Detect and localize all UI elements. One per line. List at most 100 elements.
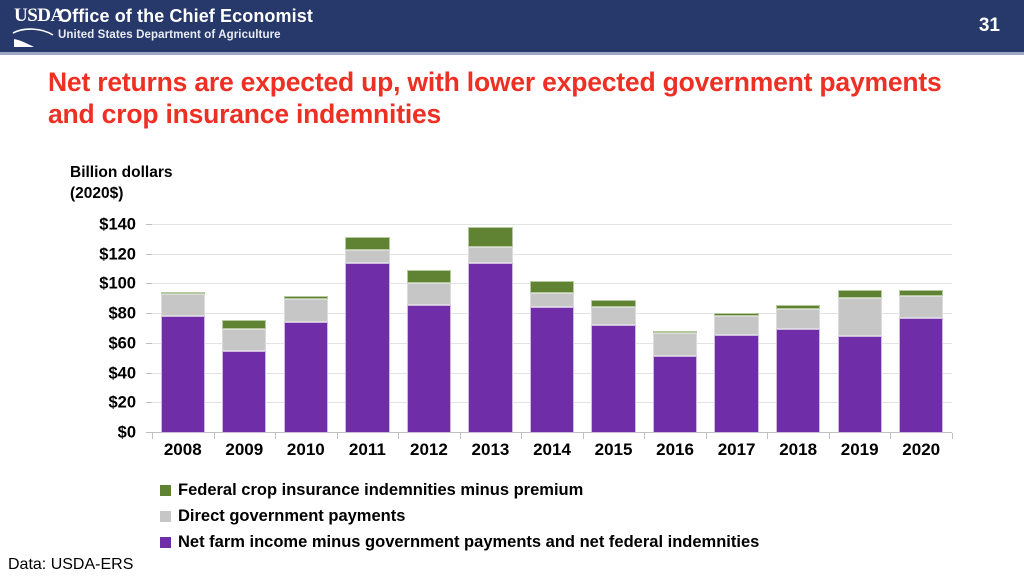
bar-segment[interactable] <box>345 236 390 250</box>
bar-segment[interactable] <box>899 317 944 433</box>
source-note: Data: USDA-ERS <box>8 556 134 573</box>
bar-segment[interactable] <box>776 304 821 309</box>
bar-segment[interactable] <box>776 329 821 433</box>
bar-segment[interactable] <box>222 329 267 351</box>
y-axis-tick-label: $100 <box>99 274 136 293</box>
bar-segment[interactable] <box>406 269 452 283</box>
y-axis-tickmark <box>146 253 152 255</box>
bar-group[interactable] <box>529 225 575 433</box>
legend-item[interactable]: Net farm income minus government payment… <box>160 530 920 554</box>
y-axis-tick-label: $60 <box>108 334 136 353</box>
x-axis-tick-label: 2009 <box>225 440 264 459</box>
bar-segment[interactable] <box>714 334 759 433</box>
bar-group[interactable] <box>652 225 698 433</box>
bar-segment[interactable] <box>345 249 390 263</box>
bar-segment[interactable] <box>714 313 759 317</box>
bar-segment[interactable] <box>468 227 513 247</box>
bar-group[interactable] <box>837 225 882 433</box>
bar-segment[interactable] <box>345 262 390 433</box>
bar-segment[interactable] <box>222 350 267 433</box>
bar-segment[interactable] <box>160 294 205 317</box>
usda-swoosh-icon <box>12 28 54 47</box>
legend-label: Federal crop insurance indemnities minus… <box>178 480 584 499</box>
x-axis-tickmark <box>521 433 523 439</box>
bar-segment[interactable] <box>899 289 944 296</box>
bar-segment[interactable] <box>591 307 636 326</box>
bar-segment[interactable] <box>529 292 575 307</box>
bar-group[interactable] <box>776 225 821 433</box>
x-axis-tickmark <box>890 433 892 439</box>
bar-segment[interactable] <box>468 262 513 433</box>
bar-group[interactable] <box>406 225 452 433</box>
bar-segment[interactable] <box>283 321 328 433</box>
chart-container: Billion dollars (2020$) $0 $20 $40 $60 $80 $1… <box>0 150 1024 550</box>
x-axis-tick-labels: 2008 2009 2010 2011 2012 2013 2014 2015 2016 2017… <box>152 440 952 466</box>
bar-segment[interactable] <box>652 355 698 433</box>
bar-segment[interactable] <box>529 306 575 433</box>
legend-item[interactable]: Federal crop insurance indemnities minus… <box>160 478 920 502</box>
y-axis-title: Billion dollars (2020$) <box>70 162 172 204</box>
y-axis-tick-label: $0 <box>117 423 136 442</box>
y-axis-tickmark <box>146 283 152 285</box>
bar-segment[interactable] <box>283 296 328 299</box>
bar-segment[interactable] <box>837 290 882 298</box>
bar-segment[interactable] <box>776 308 821 329</box>
legend-swatch-icon <box>160 484 171 496</box>
x-axis-tick-label: 2015 <box>594 440 633 459</box>
bar-segment[interactable] <box>837 297 882 337</box>
x-axis-tick-label: 2014 <box>533 440 571 459</box>
bar-segment[interactable] <box>160 291 205 295</box>
legend-label: Direct government payments <box>178 506 406 525</box>
x-axis-tickmark <box>152 433 153 439</box>
x-axis-tickmark <box>459 433 461 439</box>
x-axis-tickmark <box>644 433 646 439</box>
plot-area <box>146 224 953 439</box>
bar-segment[interactable] <box>591 325 636 433</box>
x-axis-tick-label: 2008 <box>163 440 202 459</box>
bar-segment[interactable] <box>652 330 698 333</box>
bar-segment[interactable] <box>160 316 205 433</box>
y-axis-tickmark <box>146 313 152 315</box>
bar-segment[interactable] <box>652 332 698 356</box>
y-axis-tickmark <box>146 402 152 404</box>
x-axis-tick-label: 2018 <box>779 440 818 459</box>
bar-group[interactable] <box>468 225 513 433</box>
x-axis-tick-label: 2011 <box>348 440 386 459</box>
x-axis-tick-label: 2013 <box>471 440 510 459</box>
x-axis-tickmark <box>828 433 830 439</box>
bar-segment[interactable] <box>468 246 513 263</box>
y-axis-tickmark <box>146 342 152 344</box>
x-axis-tickmark <box>705 433 707 439</box>
gridline <box>152 224 952 225</box>
bar-segment[interactable] <box>529 281 575 293</box>
bar-segment[interactable] <box>837 336 882 433</box>
bar-group[interactable] <box>591 225 636 433</box>
bar-segment[interactable] <box>406 304 452 433</box>
legend-item[interactable]: Direct government payments <box>160 504 920 528</box>
bar-group[interactable] <box>160 225 205 433</box>
usda-logo: USDA <box>10 4 64 48</box>
x-axis-tickmark <box>582 433 584 439</box>
usda-wordmark-text: USDA <box>14 5 64 26</box>
bar-group[interactable] <box>345 225 390 433</box>
legend-swatch-icon <box>160 536 171 548</box>
bar-segment[interactable] <box>222 320 267 329</box>
y-axis-title-line-1: Billion dollars <box>70 164 173 181</box>
y-axis-tick-labels: $0 $20 $40 $60 $80 $100 $120 $140 <box>0 216 146 442</box>
y-axis-tick-label: $40 <box>108 364 136 383</box>
bar-group[interactable] <box>222 225 267 433</box>
bar-segment[interactable] <box>899 295 944 318</box>
bar-segment[interactable] <box>591 300 636 308</box>
bar-group[interactable] <box>899 225 944 433</box>
bar-segment[interactable] <box>714 316 759 335</box>
x-axis-tickmark <box>275 433 277 439</box>
header-title-block: Office of the Chief Economist United Sta… <box>58 5 313 43</box>
bar-segment[interactable] <box>283 298 328 322</box>
bar-segment[interactable] <box>406 282 452 305</box>
x-axis-tickmark <box>952 433 953 439</box>
bar-group[interactable] <box>714 225 759 433</box>
bar-group[interactable] <box>283 225 328 433</box>
x-axis-tickmark <box>213 433 215 439</box>
x-axis-tick-label: 2010 <box>286 440 325 459</box>
x-axis-tick-label: 2017 <box>717 440 756 459</box>
